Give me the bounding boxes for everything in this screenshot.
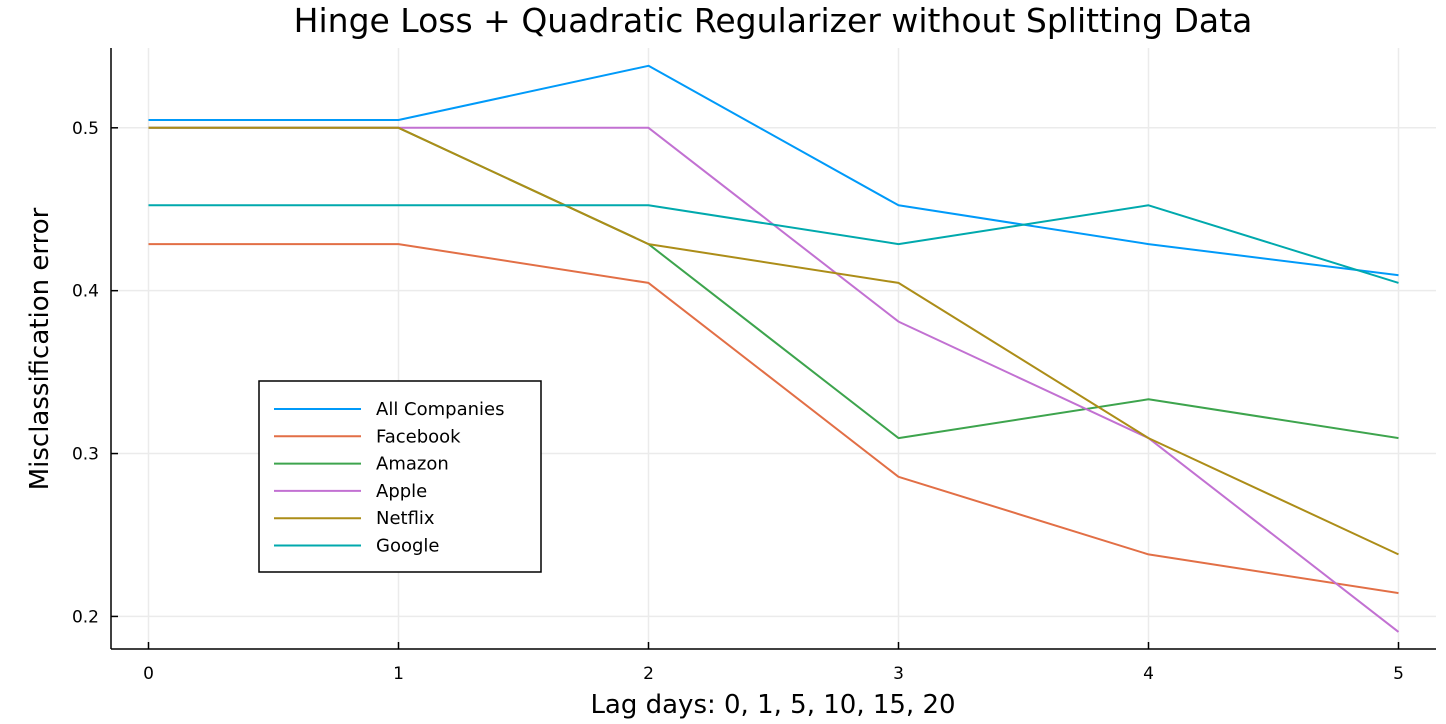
series-line-netflix — [148, 126, 1399, 556]
y-tick-label: 0.5 — [72, 119, 99, 139]
y-axis-label: Misclassification error — [25, 207, 55, 490]
legend-label-netflix: Netflix — [376, 508, 435, 529]
x-tick-label: 3 — [893, 664, 904, 684]
series-line-google — [148, 204, 1399, 284]
legend: All Companies Facebook Amazon Apple Netflix G… — [258, 380, 542, 573]
legend-label-facebook: Facebook — [376, 426, 461, 447]
series-line-facebook — [148, 243, 1399, 595]
tick-labels: 0 1 2 3 4 5 0.2 0.3 0.4 0.5 — [72, 119, 1404, 684]
y-tick-label: 0.4 — [72, 282, 99, 302]
series-lines — [148, 64, 1400, 633]
y-tick-label: 0.3 — [72, 445, 99, 465]
x-tick-label: 2 — [643, 664, 654, 684]
legend-label-apple: Apple — [376, 481, 427, 502]
x-tick-label: 1 — [393, 664, 404, 684]
legend-box — [258, 380, 542, 573]
x-tick-label: 0 — [143, 664, 154, 684]
legend-label-google: Google — [376, 536, 439, 557]
x-tick-label: 4 — [1143, 664, 1154, 684]
chart-title: Hinge Loss + Quadratic Regularizer witho… — [294, 1, 1253, 40]
grid — [111, 48, 1436, 649]
legend-label-amazon: Amazon — [376, 454, 449, 475]
x-axis-label: Lag days: 0, 1, 5, 10, 15, 20 — [590, 690, 955, 720]
legend-label-all-companies: All Companies — [376, 399, 504, 420]
x-tick-label: 5 — [1393, 664, 1404, 684]
series-line-all-companies — [148, 64, 1399, 277]
axes — [110, 48, 1436, 650]
y-tick-label: 0.2 — [72, 607, 99, 627]
